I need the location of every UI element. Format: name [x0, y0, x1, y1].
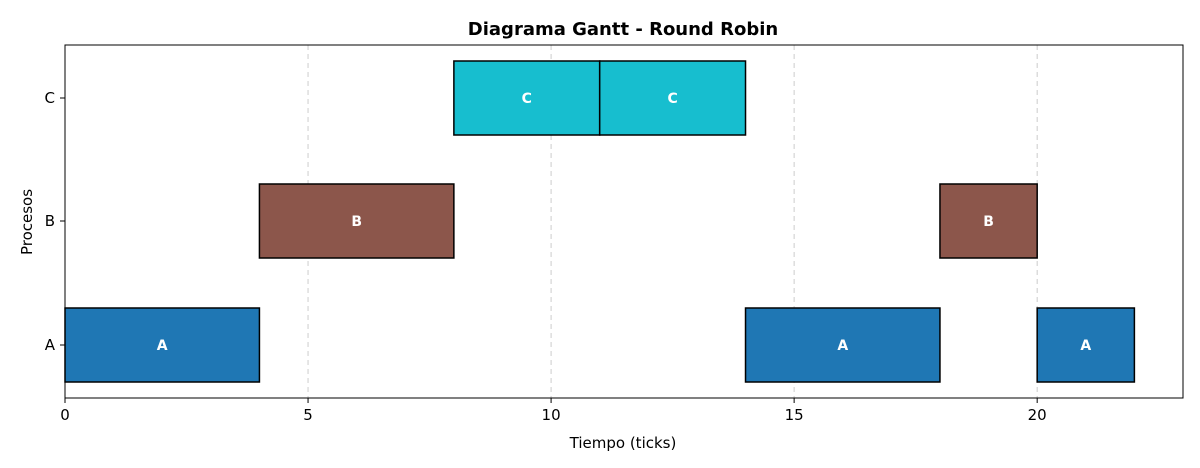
gantt-bar-a [1036, 307, 1136, 383]
x-tick-label: 5 [303, 406, 313, 424]
y-axis-ticks: A B C [45, 89, 65, 354]
gantt-bar-label: B [351, 214, 362, 230]
bars: A B C C A B A [64, 60, 1136, 383]
gantt-bar-b [258, 183, 455, 259]
x-tick-label: 20 [1028, 406, 1047, 424]
gantt-bar-b [939, 183, 1038, 259]
y-axis-label: Procesos [18, 189, 36, 255]
gantt-bar-label: A [1080, 338, 1091, 354]
x-axis-label: Tiempo (ticks) [569, 434, 677, 452]
y-tick-label: B [45, 212, 55, 230]
gantt-bar-label: B [983, 214, 994, 230]
gantt-bar-c [598, 60, 747, 136]
x-tick-label: 0 [60, 406, 70, 424]
gantt-bar-a [64, 307, 261, 383]
gantt-bar-label: A [157, 338, 168, 354]
gantt-bar-label: A [837, 338, 848, 354]
y-tick-label: C [45, 89, 55, 107]
gantt-bar-a [744, 307, 941, 383]
x-axis-ticks: 0 5 10 15 20 [60, 398, 1047, 424]
x-tick-label: 15 [785, 406, 804, 424]
y-tick-label: A [45, 336, 56, 354]
gantt-bar-label: C [667, 91, 677, 107]
x-tick-label: 10 [542, 406, 561, 424]
gantt-bar-label: C [522, 91, 532, 107]
chart-title: Diagrama Gantt - Round Robin [468, 19, 778, 40]
